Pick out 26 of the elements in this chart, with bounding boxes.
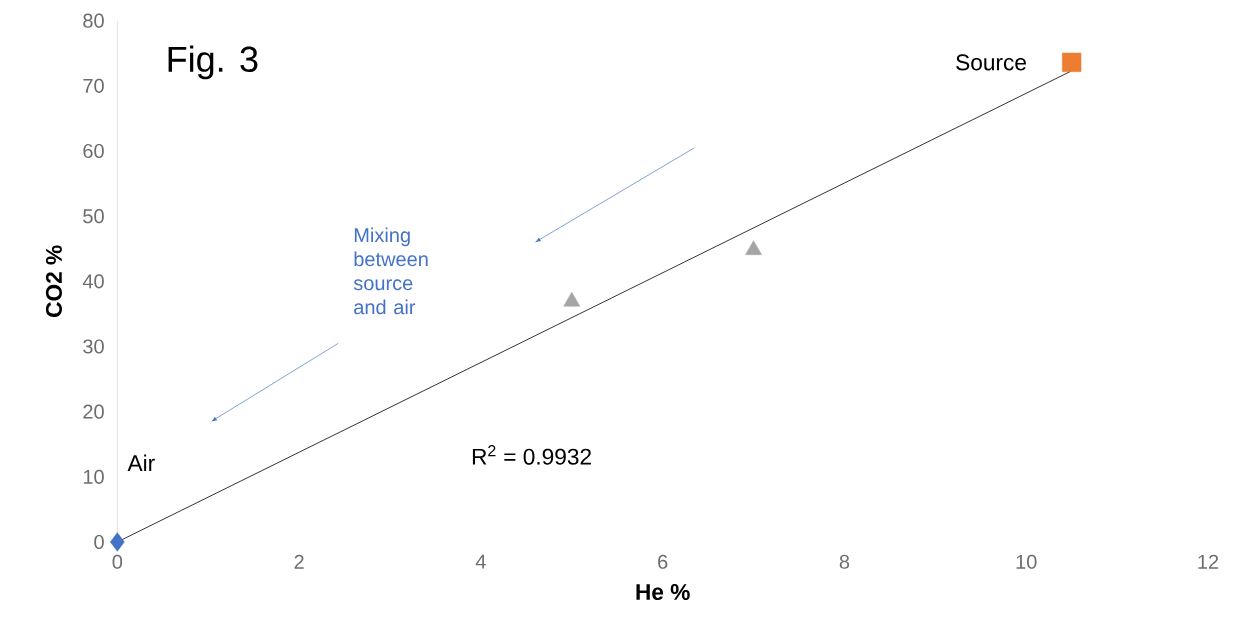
y-tick-label: 30 xyxy=(83,339,104,354)
y-tick-label: 70 xyxy=(83,78,104,93)
x-tick-label: 10 xyxy=(1016,554,1037,569)
y-axis-title: CO2 % xyxy=(45,245,62,317)
y-tick-label: 50 xyxy=(83,209,104,224)
x-tick-label: 0 xyxy=(112,554,123,569)
y-tick-label: 20 xyxy=(83,404,104,419)
annotation: Air xyxy=(127,454,155,471)
x-tick-label: 12 xyxy=(1198,554,1219,569)
point xyxy=(745,240,762,255)
annotation: Fig. 3 xyxy=(168,45,258,80)
x-tick-label: 8 xyxy=(839,554,850,569)
annotation: Mixing between source and air xyxy=(353,227,428,315)
y-tick-label: 40 xyxy=(82,274,104,289)
annotation: R$^{2}$ = 0.9932 xyxy=(472,445,591,465)
y-tick-label: 80 xyxy=(83,13,104,28)
y-tick-label: 0 xyxy=(94,534,104,550)
y-tick-label: 10 xyxy=(83,469,104,484)
y-tick-label: 60 xyxy=(83,143,104,159)
x-tick-label: 4 xyxy=(475,554,486,569)
x-tick-label: 2 xyxy=(294,554,304,569)
annotation: Source xyxy=(956,54,1026,71)
x-axis-title: He % xyxy=(636,584,690,601)
x-tick-label: 6 xyxy=(658,554,668,569)
point xyxy=(110,532,125,552)
point xyxy=(563,291,581,307)
